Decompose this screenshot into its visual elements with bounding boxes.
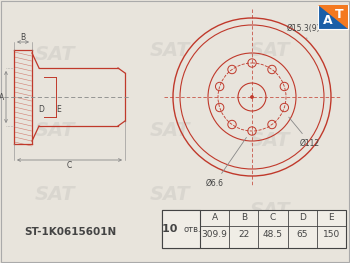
Text: D: D <box>299 214 306 222</box>
Text: Ø112: Ø112 <box>289 117 320 148</box>
Text: SAT: SAT <box>35 45 75 64</box>
Text: Ø15.3(9): Ø15.3(9) <box>286 23 320 38</box>
Bar <box>318 5 348 29</box>
Text: 309.9: 309.9 <box>202 230 228 239</box>
Text: A: A <box>323 14 333 27</box>
Text: T: T <box>335 8 343 21</box>
Text: Ø6.6: Ø6.6 <box>206 138 246 188</box>
Text: SAT: SAT <box>250 41 290 59</box>
Bar <box>162 210 346 248</box>
Bar <box>162 210 200 248</box>
Text: E: E <box>329 214 334 222</box>
Text: отв.: отв. <box>183 225 201 234</box>
Text: A: A <box>211 214 218 222</box>
Text: 22: 22 <box>238 230 250 239</box>
Text: 150: 150 <box>323 230 340 239</box>
Polygon shape <box>318 5 348 29</box>
Text: SAT: SAT <box>250 200 290 220</box>
Text: B: B <box>241 214 247 222</box>
Text: C: C <box>270 214 276 222</box>
Text: 10: 10 <box>162 224 181 234</box>
Text: D: D <box>38 105 44 114</box>
Text: C: C <box>67 161 72 170</box>
Text: SAT: SAT <box>250 130 290 149</box>
Text: SAT: SAT <box>150 41 190 59</box>
Text: SAT: SAT <box>150 185 190 205</box>
Text: A: A <box>0 93 5 102</box>
Text: 48.5: 48.5 <box>263 230 283 239</box>
Text: B: B <box>20 33 26 42</box>
Text: SAT: SAT <box>35 120 75 139</box>
Text: SAT: SAT <box>150 120 190 139</box>
Text: E: E <box>57 105 61 114</box>
Circle shape <box>251 96 253 98</box>
Text: ST-1K0615601N: ST-1K0615601N <box>24 227 116 237</box>
Text: 65: 65 <box>296 230 308 239</box>
Text: SAT: SAT <box>35 185 75 205</box>
